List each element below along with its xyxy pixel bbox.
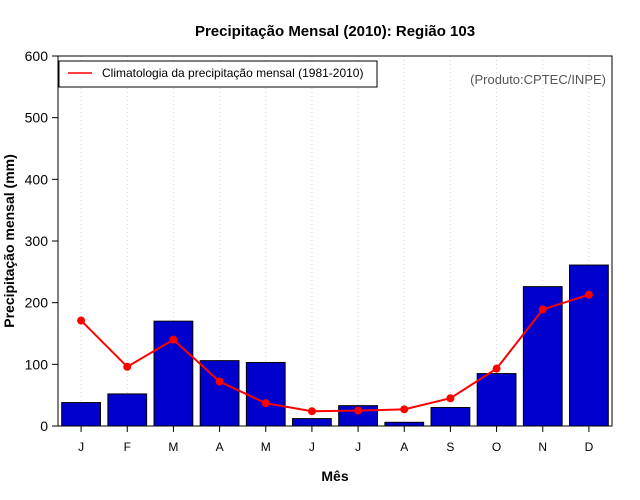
bar-5 [245,361,286,427]
climatology-point-6 [307,407,316,416]
climatology-point-9 [446,394,455,403]
climatology-point-4 [215,377,224,386]
x-tick-label: A [400,440,408,454]
chart-title: Precipitação Mensal (2010): Região 103 [195,23,475,40]
legend-box [58,60,378,88]
y-tick-label: 0 [40,418,48,434]
climatology-point-5 [261,399,270,408]
climatology-point-3 [169,335,178,344]
y-axis-label: Precipitação mensal (mm) [1,154,17,328]
climatology-point-11 [538,305,547,314]
x-tick-label: M [168,440,178,454]
x-tick-label: J [78,440,84,454]
source-annotation: (Produto:CPTEC/INPE) [470,72,606,87]
bar-10 [476,373,517,427]
climatology-point-10 [492,364,501,373]
bar-2 [107,393,148,427]
y-tick-label: 600 [25,48,49,64]
climatology-point-7 [354,406,363,415]
x-tick-label: A [216,440,224,454]
x-tick-label: J [355,440,361,454]
legend: Climatologia da precipitação mensal (198… [58,60,378,88]
bar-1 [61,402,101,427]
climatology-series-line [80,293,590,413]
y-tick-label: 400 [25,171,49,187]
bars [61,264,609,427]
bar-8 [384,421,425,427]
bar-9 [430,407,471,427]
climatology-point-12 [584,290,593,299]
x-tick-label: N [538,440,547,454]
x-tick-label: M [261,440,271,454]
x-tick-label: S [446,440,454,454]
climatology-line [77,290,593,416]
y-tick-label: 200 [25,295,49,311]
y-tick-label: 100 [25,356,49,372]
y-tick-label: 500 [25,110,49,126]
bar-6 [292,418,332,427]
x-tick-label: O [492,440,501,454]
bar-12 [569,264,609,427]
y-tick-label: 300 [25,233,49,249]
x-tick-label: F [124,440,131,454]
x-tick-label: J [309,440,315,454]
climatology-point-2 [123,362,132,371]
x-tick-label: D [585,440,594,454]
climatology-point-1 [77,316,86,325]
legend-entry-climatology: Climatologia da precipitação mensal (198… [102,66,363,80]
climatology-point-8 [400,405,409,414]
x-axis-label: Mês [321,468,348,484]
y-axis: 0 100 200 300 400 500 600 [25,48,58,434]
